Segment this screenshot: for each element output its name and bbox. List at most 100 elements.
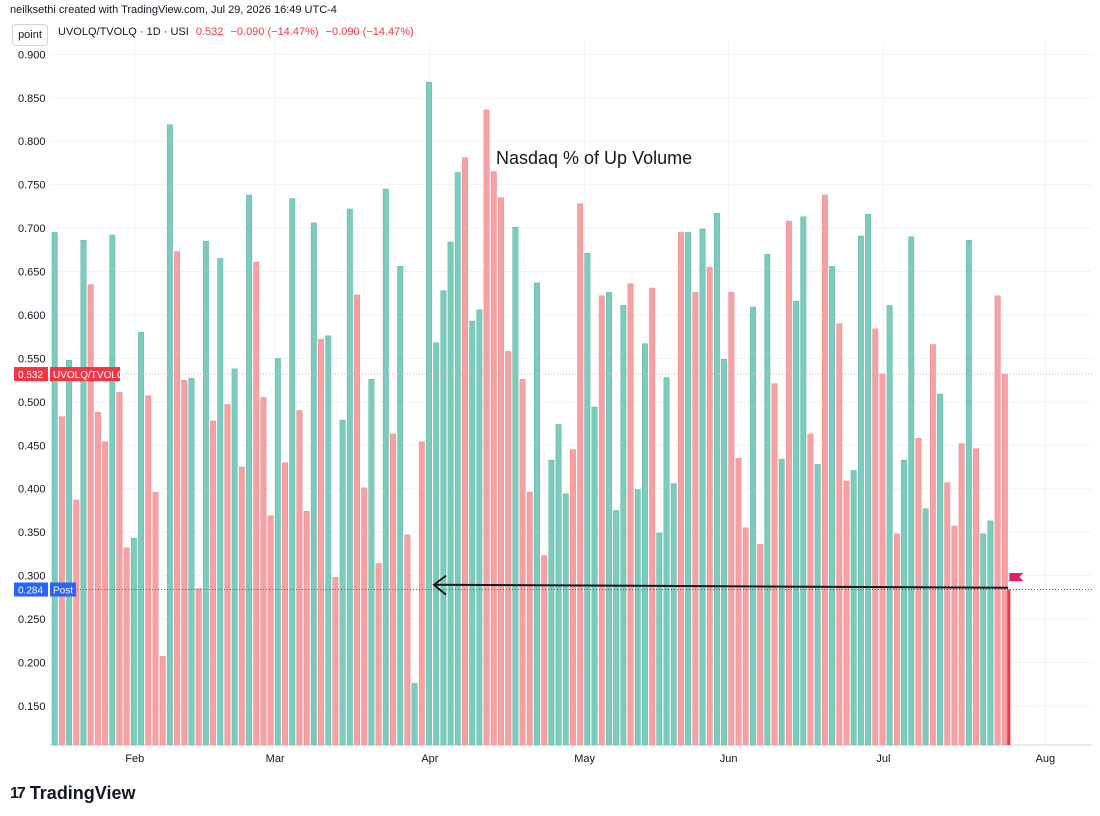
down-volume-bar — [821, 194, 828, 746]
down-volume-bar — [116, 392, 123, 746]
down-volume-bar — [994, 295, 1001, 746]
up-volume-bar — [764, 253, 771, 746]
down-volume-bar — [267, 515, 274, 746]
point-mode-button[interactable]: point — [12, 24, 48, 46]
series-name-text: UVOLQ/TVOLQ — [53, 370, 125, 381]
down-volume-bar — [526, 491, 533, 746]
up-volume-bar — [937, 393, 944, 746]
down-volume-bar — [483, 109, 490, 746]
down-volume-bar — [354, 294, 360, 746]
up-volume-bar — [980, 533, 987, 746]
x-tick-label: May — [574, 753, 595, 765]
down-volume-bar — [253, 261, 260, 746]
up-volume-bar — [562, 493, 569, 746]
up-volume-bar — [217, 258, 224, 746]
y-tick-label: 0.800 — [18, 136, 46, 148]
down-volume-bar — [462, 157, 468, 746]
up-volume-bar — [109, 234, 116, 746]
up-volume-bar — [440, 290, 447, 746]
down-volume-bar — [238, 466, 245, 746]
up-volume-bar — [339, 419, 346, 746]
down-volume-bar — [181, 379, 188, 746]
up-volume-bar — [721, 359, 728, 746]
y-tick-label: 0.150 — [18, 701, 46, 713]
price-change-secondary: −0.090 (−14.47%) — [325, 26, 414, 38]
up-volume-bar — [634, 489, 641, 746]
down-volume-bar — [757, 544, 764, 746]
down-volume-bar — [735, 458, 742, 746]
x-tick-label: Apr — [421, 753, 438, 765]
y-tick-label: 0.500 — [18, 397, 46, 409]
down-volume-bar — [490, 171, 497, 746]
down-volume-bar — [742, 527, 749, 746]
up-volume-bar — [310, 222, 317, 746]
up-volume-bar — [908, 236, 915, 746]
up-volume-bar — [397, 266, 404, 746]
post-value-badge — [14, 582, 48, 597]
down-volume-bar — [807, 433, 814, 746]
down-volume-bar — [843, 480, 850, 746]
chart-canvas[interactable]: 0.900 0.850 0.800 0.750 0.700 0.650 0.600 0.550… — [0, 0, 1100, 780]
down-volume-bar — [58, 416, 65, 746]
annotation-arrow-line — [433, 583, 1009, 589]
down-volume-bar — [159, 656, 166, 746]
up-volume-bar — [886, 305, 893, 746]
down-volume-bar — [649, 287, 656, 746]
up-volume-bar — [447, 241, 454, 746]
tradingview-logo-text: TradingView — [29, 783, 136, 803]
up-volume-bar — [814, 464, 821, 746]
down-volume-bar — [102, 441, 109, 746]
up-volume-bar — [829, 266, 836, 746]
down-volume-bar — [418, 441, 425, 746]
up-volume-bar — [246, 194, 252, 746]
last-value-badge — [14, 367, 48, 382]
up-volume-bar — [865, 213, 872, 746]
y-tick-label: 0.200 — [18, 657, 46, 669]
x-tick-label: Jul — [876, 753, 890, 765]
down-volume-bar — [879, 373, 886, 746]
y-tick-label: 0.350 — [18, 527, 46, 539]
up-volume-bar — [476, 309, 483, 746]
down-volume-bar — [361, 487, 368, 746]
x-tick-label: Mar — [266, 753, 285, 765]
up-volume-bar — [51, 232, 58, 746]
down-volume-bar — [404, 534, 411, 746]
post-market-bar — [1007, 589, 1011, 745]
down-volume-bar — [944, 482, 951, 746]
symbol-legend[interactable]: UVOLQ/TVOLQ · 1D · USI 0.532 −0.090 (−14… — [58, 26, 414, 38]
down-volume-bar — [210, 420, 217, 746]
down-volume-bar — [375, 563, 382, 746]
up-volume-bar — [857, 235, 864, 746]
chart-title: Nasdaq % of Up Volume — [496, 148, 692, 168]
down-volume-bar — [224, 404, 231, 746]
chart-credit: neilksethi created with TradingView.com,… — [10, 4, 337, 16]
up-volume-bar — [605, 292, 612, 746]
up-volume-bar — [663, 377, 670, 746]
post-name-text: Post — [53, 585, 73, 596]
up-volume-bar — [584, 253, 591, 746]
down-volume-bar — [677, 232, 684, 746]
price-change: −0.090 (−14.47%) — [230, 26, 319, 38]
down-volume-bar — [836, 323, 843, 746]
up-volume-bar — [274, 358, 281, 746]
annotation-arrow-head — [432, 574, 447, 596]
down-volume-bar — [505, 351, 512, 746]
down-volume-bar — [332, 577, 339, 746]
up-volume-bar — [901, 459, 908, 746]
down-volume-bar — [973, 448, 979, 746]
post-value-text: 0.284 — [18, 585, 43, 596]
up-volume-bar — [80, 240, 87, 746]
down-volume-bar — [152, 491, 159, 746]
tradingview-logo[interactable]: 17 TradingView — [10, 783, 136, 804]
y-tick-label: 0.250 — [18, 614, 46, 626]
down-volume-bar — [282, 462, 288, 746]
y-tick-label: 0.550 — [18, 353, 46, 365]
post-name-badge — [50, 582, 76, 597]
down-volume-bar — [1001, 373, 1008, 746]
down-volume-bar — [390, 433, 396, 746]
symbol-name: UVOLQ/TVOLQ · 1D · USI — [58, 26, 189, 38]
up-volume-bar — [987, 520, 994, 746]
up-volume-bar — [713, 213, 720, 746]
up-volume-bar — [793, 300, 800, 746]
y-tick-label: 0.450 — [18, 440, 46, 452]
